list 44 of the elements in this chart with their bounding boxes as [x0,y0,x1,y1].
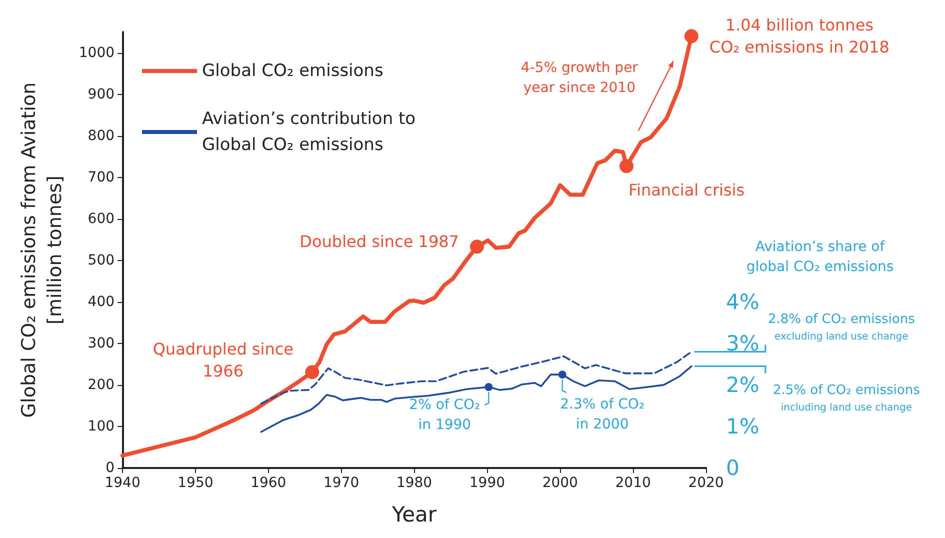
point [684,29,698,44]
line-series [260,365,692,433]
x-tick-label: 2020 [688,475,724,491]
point [470,240,484,254]
x-tick-label: 1990 [469,475,506,491]
x-tick-label: 1970 [324,475,360,491]
annotation: 1.04 billion tonnes CO₂ emissions in 2018 [709,16,890,57]
y-tick-label: 1000 [78,44,115,61]
y-tick-label: 900 [88,86,115,102]
x-tick-label: 2000 [542,475,578,491]
y2-tick-label: 3% [726,331,760,356]
legend-label: Aviation’s contribution to Global CO₂ emissions [202,109,416,155]
y-tick-label: 500 [88,252,115,268]
x-axis-title: Year [391,502,437,526]
annotation: Financial crisis [628,180,745,200]
annotation: 2% of CO₂ in 1990 [409,397,480,434]
annotation: 4-5% growth per year since 2010 [520,60,638,96]
y-tick-label: 200 [88,376,115,393]
y-tick-label: 300 [88,335,115,352]
y2-tick-label: 0 [726,456,740,480]
y2-tick-label: 1% [726,414,760,438]
x-tick-label: 1980 [396,475,432,491]
x-tick-label: 1950 [178,475,214,491]
annotation: 2.8% of CO₂ emissions excluding land use change [768,312,916,343]
annotation: 2.3% of CO₂ in 2000 [560,396,645,433]
y-tick-label: 400 [88,294,115,310]
y-tick-label: 600 [88,210,115,227]
y-tick-label: 700 [88,169,115,186]
annotation: Doubled since 1987 [300,232,459,252]
annotation: 2.5% of CO₂ emissions including land use change [772,382,920,414]
y-tick-label: 0 [106,460,115,476]
point [620,159,634,174]
annotation: Quadrupled since 1966 [152,340,294,381]
x-tick-label: 1940 [104,475,140,491]
x-tick-label: 2010 [615,475,651,491]
y-tick-label: 100 [88,418,115,434]
x-tick-label: 1960 [250,475,286,491]
y2-tick-label: 4% [726,290,760,314]
y2-tick-label: 2% [726,372,760,397]
y-axis-title: Global CO₂ emissions from Aviation [million tonnes] [18,82,66,418]
legend-label: Global CO₂ emissions [202,61,384,81]
y2-axis-title: Aviation’s share of global CO₂ emissions [746,238,894,275]
y-tick-label: 800 [88,128,115,144]
point [305,365,320,380]
